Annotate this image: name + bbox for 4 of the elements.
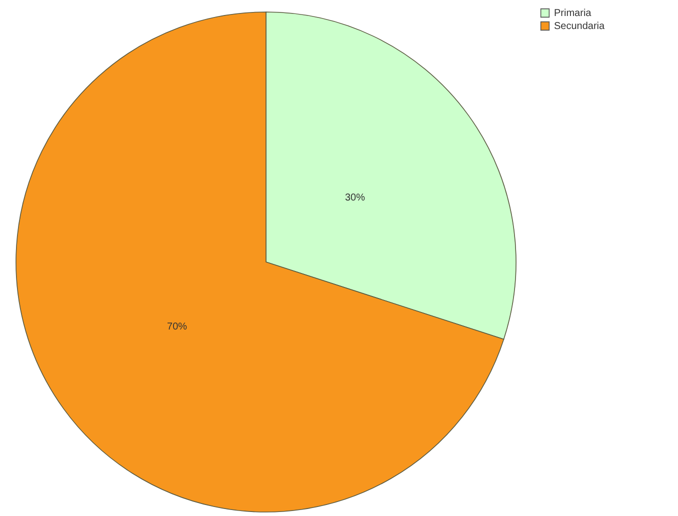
data-label: 30% — [344, 192, 366, 204]
legend-label: Primaria — [554, 8, 592, 19]
legend-label: Secundaria — [554, 21, 606, 32]
data-label: 70% — [167, 322, 188, 333]
